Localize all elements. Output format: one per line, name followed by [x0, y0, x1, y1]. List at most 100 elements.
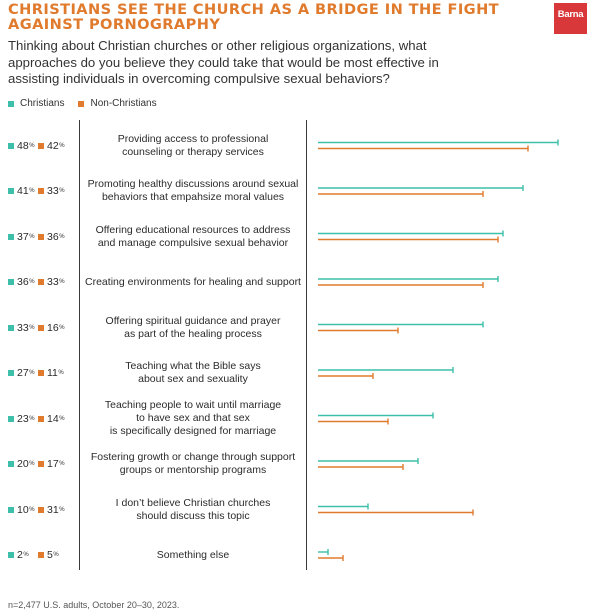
- christians-pct-value: 36: [17, 276, 29, 288]
- bar-christians: [318, 321, 484, 328]
- survey-question: Thinking about Christian churches or oth…: [8, 38, 439, 86]
- non-christians-pct-swatch: [38, 415, 44, 422]
- christians-pct: 48%: [8, 123, 35, 168]
- category-label: Fostering growth or change through suppo…: [90, 451, 296, 476]
- christians-pct: 36%: [8, 260, 35, 305]
- legend-item-non-christians: Non-Christians: [78, 98, 157, 109]
- bar-christians: [318, 230, 504, 237]
- bar-non-christians: [318, 418, 389, 425]
- christians-pct-swatch: [8, 233, 14, 240]
- christians-pct-value: 10: [17, 503, 29, 516]
- bar-christians: [318, 276, 499, 282]
- non-christians-pct-unit: %: [59, 506, 65, 513]
- non-christians-pct-unit: %: [59, 324, 65, 331]
- category-label: I don’t believe Christian churches shoul…: [115, 496, 271, 522]
- non-christians-pct-unit: %: [59, 233, 65, 240]
- non-christians-pct: 16%: [38, 305, 65, 350]
- christians-pct-value: 2: [17, 549, 23, 561]
- bar-christians: [318, 503, 369, 510]
- non-christians-pct-swatch: [38, 552, 44, 558]
- christians-pct-unit: %: [29, 415, 35, 422]
- non-christians-pct: 33%: [38, 169, 65, 214]
- christians-pct: 27%: [8, 351, 35, 396]
- non-christians-pct: 5%: [38, 533, 59, 578]
- non-christians-pct: 42%: [38, 123, 65, 168]
- non-christians-pct-unit: %: [58, 370, 64, 376]
- christians-pct-unit: %: [29, 324, 35, 331]
- christians-pct-unit: %: [29, 233, 35, 240]
- christians-pct-swatch: [8, 324, 14, 331]
- christians-pct-swatch: [8, 370, 14, 376]
- non-christians-pct-unit: %: [59, 461, 65, 467]
- bar-non-christians: [318, 373, 374, 379]
- chart-row: 23% 14% Teaching people to wait until marr…: [0, 396, 600, 441]
- chart-row: 33% 16% Offering spiritual guidance and pr…: [0, 305, 600, 350]
- chart-row: 2% 5% Something else: [0, 533, 600, 578]
- non-christians-pct-value: 42: [47, 139, 59, 152]
- bar-christians: [318, 412, 434, 419]
- christians-pct-value: 27: [17, 367, 29, 379]
- non-christians-pct: 14%: [38, 396, 65, 441]
- christians-pct-swatch: [8, 279, 14, 285]
- christians-pct-unit: %: [29, 370, 35, 376]
- non-christians-pct-value: 11: [47, 367, 58, 379]
- legend-swatch-non-christians: [78, 100, 85, 107]
- legend-swatch-christians: [8, 100, 14, 107]
- non-christians-pct: 31%: [38, 487, 65, 532]
- chart-row: 36% 33% Creating environments for healing …: [0, 260, 600, 305]
- non-christians-pct-value: 17: [47, 458, 59, 470]
- bar-non-christians: [318, 555, 344, 561]
- non-christians-pct-value: 31: [47, 503, 59, 516]
- chart-row: 27% 11% Teaching what the Bible says about…: [0, 351, 600, 396]
- legend-label-non-christians: Non-Christians: [90, 98, 157, 109]
- chart-row: 37% 36% Offering educational resources to …: [0, 214, 600, 259]
- christians-pct-value: 37: [17, 230, 29, 243]
- non-christians-pct: 36%: [38, 214, 65, 259]
- christians-pct: 20%: [8, 442, 35, 487]
- chart-row: 10% 31% I don’t believe Christian churches…: [0, 487, 600, 532]
- footnote: n=2,477 U.S. adults, October 20–30, 2023…: [8, 600, 180, 610]
- non-christians-pct-unit: %: [59, 279, 65, 285]
- chart-row: 20% 17% Fostering growth or change through…: [0, 442, 600, 487]
- legend-item-christians: Christians: [8, 98, 64, 109]
- non-christians-pct: 33%: [38, 260, 65, 305]
- christians-pct: 33%: [8, 305, 35, 350]
- christians-pct-swatch: [8, 461, 14, 467]
- non-christians-pct-unit: %: [59, 188, 65, 194]
- non-christians-pct-value: 5: [47, 549, 53, 561]
- christians-pct: 2%: [8, 533, 29, 578]
- christians-pct: 23%: [8, 396, 35, 441]
- christians-pct: 37%: [8, 214, 35, 259]
- category-label: Something else: [156, 548, 230, 561]
- non-christians-pct-unit: %: [53, 552, 59, 558]
- christians-pct-value: 20: [17, 458, 29, 470]
- non-christians-pct-unit: %: [59, 142, 65, 149]
- category-label: Providing access to professional counsel…: [117, 132, 269, 158]
- bar-christians: [318, 458, 419, 464]
- christians-pct-unit: %: [29, 142, 35, 149]
- christians-pct-swatch: [8, 506, 14, 513]
- bar-christians: [318, 139, 559, 146]
- bar-non-christians: [318, 327, 399, 334]
- non-christians-pct: 17%: [38, 442, 65, 487]
- bar-non-christians: [318, 145, 529, 152]
- bar-christians: [318, 549, 329, 555]
- christians-pct-swatch: [8, 552, 14, 558]
- non-christians-pct-swatch: [38, 461, 44, 467]
- bar-non-christians: [318, 464, 404, 470]
- christians-pct-value: 41: [17, 185, 29, 197]
- bar-non-christians: [318, 191, 484, 197]
- christians-pct-unit: %: [29, 506, 35, 513]
- category-label: Offering educational resources to addres…: [95, 223, 291, 249]
- christians-pct-swatch: [8, 142, 14, 149]
- bar-christians: [318, 185, 524, 191]
- christians-pct-swatch: [8, 188, 14, 194]
- christians-pct: 41%: [8, 169, 35, 214]
- category-label: Creating environments for healing and su…: [85, 275, 301, 288]
- non-christians-pct-value: 33: [47, 185, 59, 197]
- non-christians-pct-unit: %: [59, 415, 65, 422]
- category-label: Teaching people to wait until marriage t…: [104, 399, 282, 437]
- christians-pct: 10%: [8, 487, 35, 532]
- christians-pct-unit: %: [29, 461, 35, 467]
